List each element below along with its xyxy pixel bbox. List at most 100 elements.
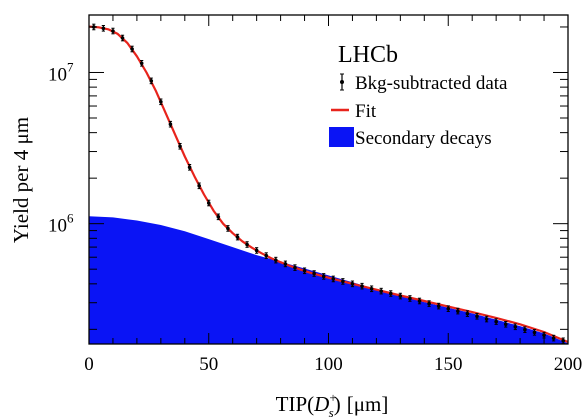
data-point — [321, 273, 326, 280]
data-point-marker — [312, 271, 316, 276]
data-point — [254, 247, 259, 254]
data-point — [226, 225, 230, 232]
text-group: LHCb Yield per 4 μm TIP(D+ s) [μm] 0 50 100 1… — [9, 42, 582, 420]
data-point — [484, 315, 489, 323]
data-point-marker — [494, 319, 498, 324]
data-point — [187, 163, 192, 171]
data-point — [178, 142, 182, 150]
data-point-marker — [408, 296, 412, 301]
x-axis-label-charge: + — [329, 390, 336, 405]
data-point-marker — [513, 324, 518, 329]
data-point-marker — [331, 277, 336, 281]
data-point — [350, 280, 355, 288]
y-tick-label-base: 10 — [48, 64, 67, 85]
data-point-marker — [321, 274, 326, 279]
data-point — [111, 27, 115, 35]
data-point-marker — [168, 122, 173, 126]
data-point-marker — [532, 330, 537, 335]
y-tick-label-base: 10 — [48, 216, 67, 237]
data-point — [331, 275, 336, 283]
data-point-marker — [254, 248, 259, 253]
data-point — [139, 60, 144, 67]
data-point-marker — [293, 265, 297, 270]
data-point-marker — [484, 317, 489, 321]
data-point — [475, 312, 479, 320]
data-point-marker — [216, 215, 221, 219]
legend-entry: Fit — [331, 101, 377, 122]
axis-ticks-group — [88, 15, 569, 344]
data-point-marker — [149, 79, 154, 83]
data-point — [235, 233, 240, 241]
y-tick-label-exponent: 6 — [67, 211, 74, 226]
data-point — [120, 34, 125, 42]
data-point-marker — [446, 306, 451, 311]
data-point-marker — [388, 291, 393, 296]
y-tick-label: 106 — [48, 211, 74, 237]
data-point-marker — [101, 26, 106, 31]
x-axis-label-subscript: s — [329, 405, 334, 420]
data-point — [206, 199, 211, 207]
data-point-marker — [226, 226, 230, 231]
data-point — [283, 260, 288, 268]
data-point-marker — [456, 309, 460, 313]
data-point — [101, 24, 106, 32]
data-point — [513, 323, 518, 331]
data-point — [465, 310, 470, 317]
x-axis-label: TIP(D+ s) [μm] — [276, 390, 389, 420]
data-point — [274, 256, 278, 264]
data-point — [503, 320, 508, 328]
data-point — [302, 267, 307, 275]
secondary-decays-area-group — [89, 216, 568, 344]
data-point — [168, 120, 173, 128]
legend-area-swatch — [329, 127, 354, 147]
data-point-marker — [465, 311, 470, 316]
data-point — [379, 287, 383, 295]
data-point — [427, 300, 431, 307]
data-point-marker — [120, 36, 125, 40]
data-point — [388, 290, 393, 297]
y-tick-label-exponent: 7 — [67, 59, 74, 74]
legend-entry: Secondary decays — [329, 127, 492, 149]
data-point — [436, 302, 441, 310]
data-point — [341, 278, 345, 285]
data-point-marker — [283, 262, 288, 266]
data-point-marker — [187, 165, 192, 170]
data-point-marker — [264, 253, 269, 258]
data-point — [312, 270, 316, 277]
data-point-marker — [341, 279, 345, 284]
data-point — [446, 305, 451, 312]
data-point-marker — [178, 144, 182, 149]
x-tick-label: 0 — [84, 354, 94, 375]
data-point-marker — [302, 268, 307, 273]
data-point-marker — [369, 286, 374, 291]
data-point-marker — [542, 333, 546, 337]
data-point-marker — [139, 61, 144, 66]
data-point-marker — [503, 322, 508, 327]
data-point-marker — [245, 242, 249, 247]
x-axis-label-close: ) — [334, 392, 341, 416]
data-point — [494, 318, 498, 325]
data-point — [456, 307, 460, 315]
data-point-marker — [130, 47, 134, 51]
x-tick-label: 150 — [434, 354, 463, 375]
x-axis-label-particle: D — [313, 392, 329, 416]
data-point-marker — [159, 99, 163, 104]
data-point — [130, 45, 134, 53]
legend-label: Secondary decays — [355, 128, 492, 149]
data-point-marker — [427, 301, 431, 306]
data-point-marker — [523, 327, 527, 332]
data-point — [159, 98, 163, 106]
data-point — [398, 292, 403, 300]
data-point-marker — [475, 314, 479, 319]
secondary-decays-area — [89, 216, 568, 344]
data-point-marker — [379, 289, 383, 293]
data-point — [245, 241, 249, 248]
y-tick-label: 107 — [48, 59, 74, 85]
data-point-marker — [436, 304, 441, 308]
x-tick-label: 50 — [199, 354, 218, 375]
data-point — [417, 297, 422, 305]
x-axis-label-unit: [μm] — [347, 392, 389, 416]
data-point-marker — [350, 282, 355, 286]
data-point — [532, 329, 537, 336]
